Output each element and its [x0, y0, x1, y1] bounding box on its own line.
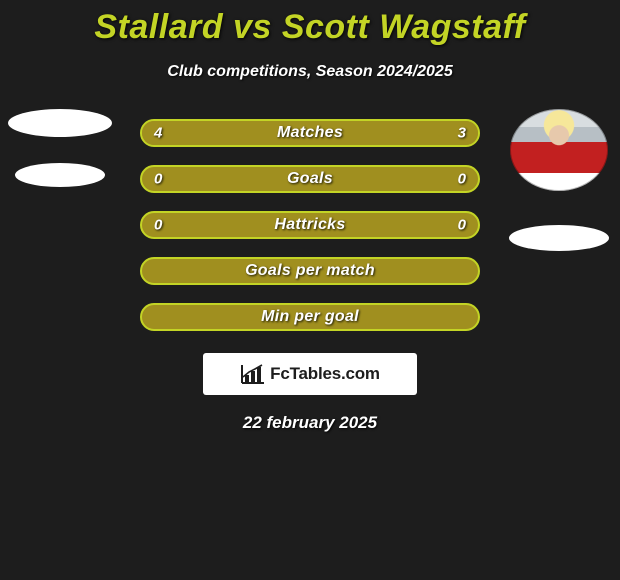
player-right-avatar	[508, 109, 610, 251]
stat-bar-right-value: 3	[458, 125, 466, 142]
stat-bar-right-value: 0	[458, 217, 466, 234]
stat-bars: Matches43Goals00Hattricks00Goals per mat…	[140, 119, 480, 331]
avatar-placeholder-shape	[509, 225, 609, 251]
stat-bar-left-value: 4	[154, 125, 162, 142]
comparison-chart: Matches43Goals00Hattricks00Goals per mat…	[0, 119, 620, 433]
stat-bar: Goals per match	[140, 257, 480, 285]
watermark-text: FcTables.com	[270, 364, 380, 384]
avatar-photo	[510, 109, 608, 191]
stat-bar-label: Goals per match	[142, 262, 478, 280]
stat-bar-label: Hattricks	[142, 216, 478, 234]
page-title: Stallard vs Scott Wagstaff	[0, 0, 620, 47]
avatar-placeholder-shape	[8, 109, 112, 137]
watermark-badge: FcTables.com	[203, 353, 417, 395]
player-left-avatar	[10, 109, 110, 209]
stat-bar-right-value: 0	[458, 171, 466, 188]
date-caption: 22 february 2025	[0, 413, 620, 433]
stat-bar-label: Matches	[142, 124, 478, 142]
page-subtitle: Club competitions, Season 2024/2025	[0, 63, 620, 81]
avatar-placeholder-shape	[15, 163, 105, 187]
stat-bar-label: Goals	[142, 170, 478, 188]
stat-bar-left-value: 0	[154, 171, 162, 188]
stat-bar: Goals0 0	[140, 165, 480, 193]
stat-bar-left-value: 0	[154, 217, 162, 234]
stat-bar: Matches4 3	[140, 119, 480, 147]
stat-bar-label: Min per goal	[142, 308, 478, 326]
chart-icon	[240, 363, 266, 385]
stat-bar: Min per goal	[140, 303, 480, 331]
stat-bar: Hattricks0 0	[140, 211, 480, 239]
